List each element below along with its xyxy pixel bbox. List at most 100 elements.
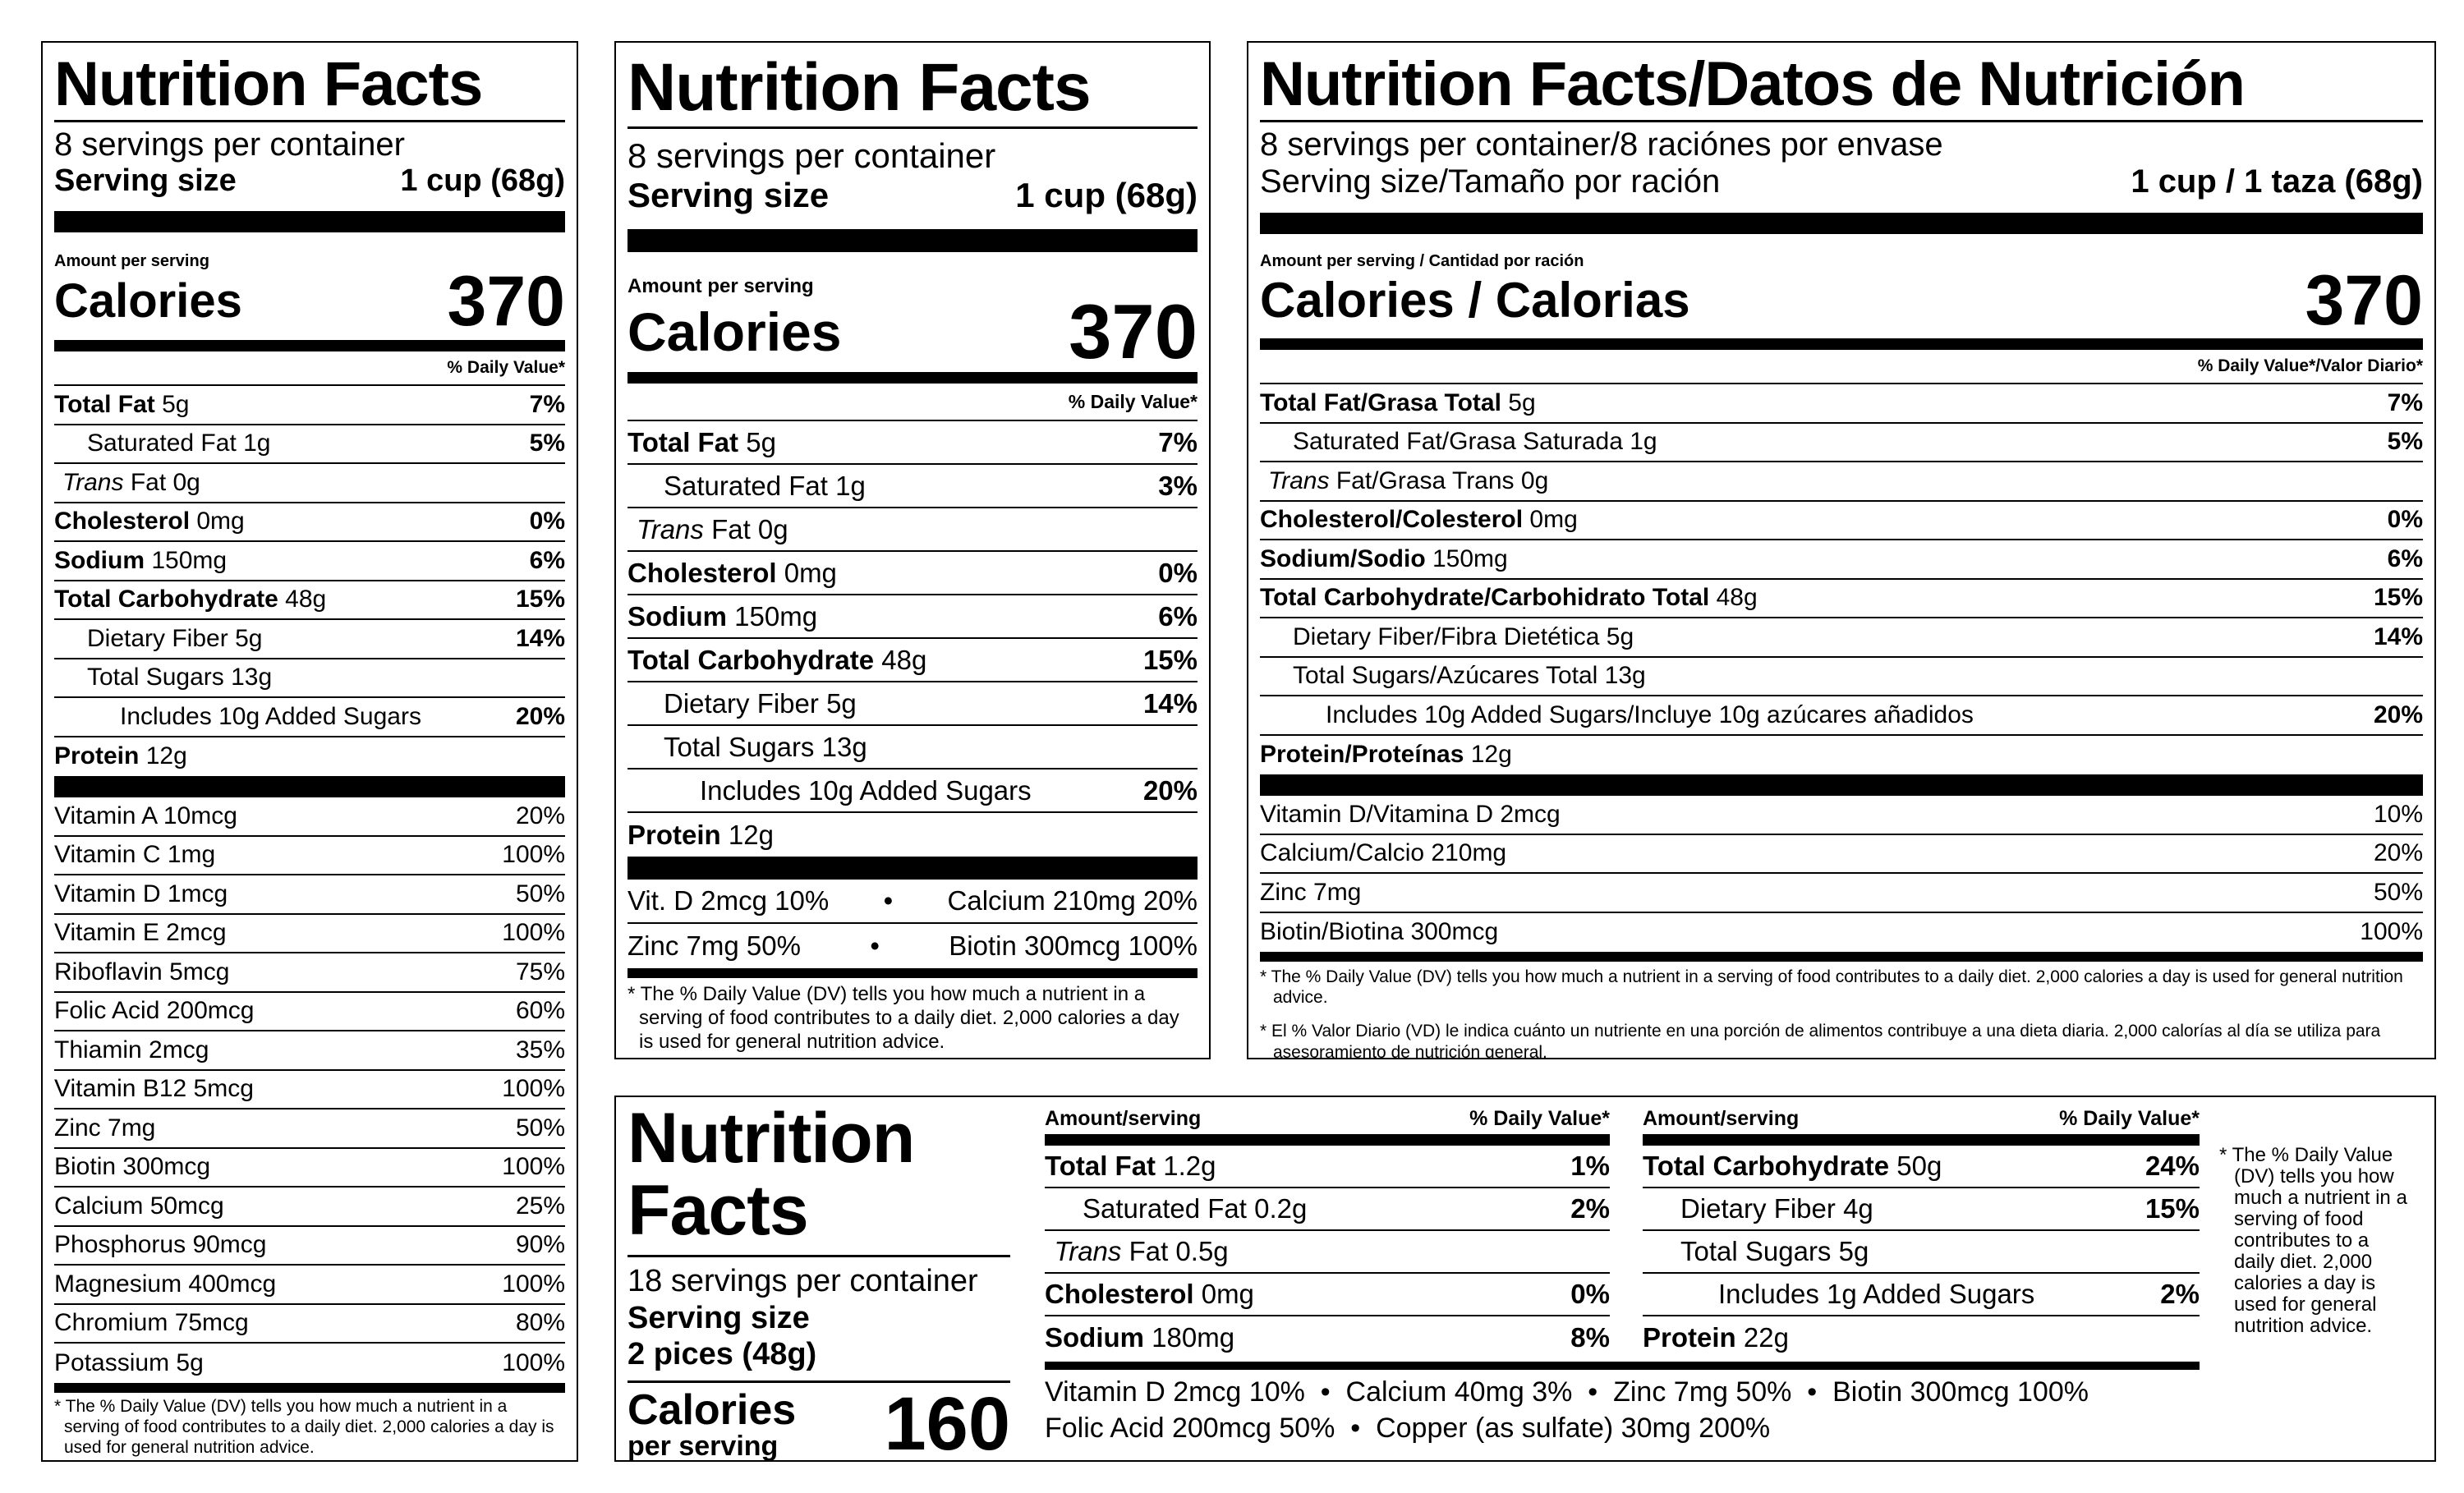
nutrient-row: Total Sugars/Azúcares Total 13g <box>1260 658 2423 696</box>
nutrient-name-group: Saturated Fat/Grasa Saturada 1g <box>1260 428 1657 456</box>
vitamin-right: Biotin 300mcg 100% <box>949 930 1198 961</box>
nutrient-row: Trans Fat 0.5g <box>1045 1231 1610 1274</box>
vitamin-dv: 20% <box>515 802 565 829</box>
nutrient-name: Total Fat/Grasa Total <box>1260 388 1501 416</box>
nutrient-amount: 22g <box>1743 1322 1789 1353</box>
col-header-dv: % Daily Value* <box>2059 1107 2200 1130</box>
vitamin-name: Chromium 75mcg <box>54 1309 249 1337</box>
nutrient-name-group: Total Sugars/Azúcares Total 13g <box>1260 662 1646 690</box>
vitamin-row: Vitamin D/Vitamina D 2mcg 10% <box>1260 796 2423 835</box>
nutrient-name: Total Carbohydrate <box>627 644 875 675</box>
nutrient-name: Cholesterol <box>54 508 191 535</box>
nutrient-name-group: Total Sugars 13g <box>54 664 272 691</box>
nutrient-amount: 5g <box>1606 622 1634 650</box>
amount-per-serving: Amount per serving / Cantidad por ración <box>1260 252 1584 270</box>
vitamin-row: Chromium 75mcg 80% <box>54 1305 565 1344</box>
nutrient-dv: 20% <box>2373 701 2423 728</box>
nutrient-row: Total Carbohydrate 50g 24% <box>1643 1146 2200 1188</box>
nutrient-name-group: Protein/Proteínas 12g <box>1260 741 1512 769</box>
vitamin-left: Vit. D 2mcg 10% <box>627 885 830 916</box>
nutrient-name: Total Carbohydrate/Carbohidrato Total <box>1260 584 1710 612</box>
nutrient-row: Saturated Fat 1g 3% <box>627 465 1198 508</box>
nutrient-dv: 3% <box>1158 470 1198 501</box>
nutrient-row: Protein 12g <box>627 813 1198 857</box>
nutrient-name-group: Total Fat 1.2g <box>1045 1151 1216 1182</box>
nutrient-dv: 15% <box>2145 1193 2200 1224</box>
nutrient-row: Saturated Fat 0.2g 2% <box>1045 1188 1610 1231</box>
bullet: • <box>883 885 894 916</box>
nutrition-label-vertical-full: Nutrition Facts 8 servings per container… <box>41 41 578 1462</box>
serving-size-value: 2 pices (48g) <box>627 1337 817 1371</box>
col-header-amount: Amount/serving <box>1045 1107 1202 1130</box>
nutrient-list: Total Fat 5g 7% Saturated Fat 1g 5% Trans Fa… <box>54 386 565 776</box>
nutrient-name-group: Cholesterol 0mg <box>1045 1279 1254 1310</box>
nutrient-name: Total Carbohydrate <box>54 586 278 613</box>
vitamin-dv: 90% <box>515 1231 565 1259</box>
nutrient-amount: 0mg <box>1529 506 1578 534</box>
nutrient-row: Includes 10g Added Sugars 20% <box>627 769 1198 813</box>
vitamin-row: Folic Acid 200mcg 60% <box>54 993 565 1031</box>
nutrient-name-group: Total Sugars 5g <box>1643 1236 1869 1267</box>
nutrient-name-group: Total Carbohydrate 50g <box>1643 1151 1942 1182</box>
nutrient-row: Trans Fat 0g <box>627 508 1198 552</box>
nutrient-row: Sodium 180mg 8% <box>1045 1316 1610 1359</box>
nutrient-amount: 5g <box>1838 1236 1869 1266</box>
servings-per-container: 8 servings per container <box>54 126 405 163</box>
nutrient-name: Dietary Fiber <box>1680 1193 1836 1224</box>
vitamin-name: Thiamin 2mcg <box>54 1036 209 1063</box>
nutrient-amount: 150mg <box>1432 544 1508 572</box>
vitamin-name: Vitamin A 10mcg <box>54 802 237 829</box>
vitamin-line-2: Folic Acid 200mcg 50% • Copper (as sulfa… <box>1045 1413 1771 1444</box>
vitamin-dv: 100% <box>502 1153 565 1181</box>
nutrient-row: Total Fat 5g 7% <box>627 421 1198 465</box>
calories-label: Calories <box>54 274 242 328</box>
nutrient-name: Cholesterol <box>1045 1279 1194 1309</box>
nutrient-amount: 48g <box>881 644 927 675</box>
bullet: • <box>870 930 880 961</box>
nutrient-name: Saturated Fat <box>87 430 237 457</box>
vitamin-dv: 100% <box>502 1075 565 1103</box>
vitamin-dv: 100% <box>2360 918 2423 946</box>
nutrient-dv: 0% <box>1158 557 1198 588</box>
vitamin-row: Phosphorus 90mcg 90% <box>54 1227 565 1266</box>
label-title: Nutrition Facts <box>627 50 1092 125</box>
nutrient-name-group: Protein 12g <box>54 742 187 770</box>
nutrient-row: Sodium/Sodio 150mg 6% <box>1260 540 2423 580</box>
nutrient-dv: 5% <box>529 430 565 457</box>
footnote: * The % Daily Value (DV) tells you how m… <box>2219 1144 2407 1337</box>
nutrient-name: Dietary Fiber <box>87 624 228 652</box>
vitamin-row: Thiamin 2mcg 35% <box>54 1031 565 1071</box>
nutrient-amount: 5g <box>746 426 776 457</box>
nutrient-row: Saturated Fat 1g 5% <box>54 425 565 464</box>
vitamin-name: Calcium/Calcio 210mg <box>1260 839 1507 867</box>
vitamin-name: Vitamin B12 5mcg <box>54 1075 254 1103</box>
nutrient-name: Includes 10g Added Sugars/Incluye 10g az… <box>1326 701 1974 728</box>
nutrient-name: Saturated Fat <box>1083 1193 1247 1224</box>
vitamin-dv: 100% <box>502 841 565 869</box>
nutrient-name-group: Protein 12g <box>627 820 774 851</box>
nutrient-name: Saturated Fat <box>664 470 828 501</box>
vitamin-row: Biotin/Biotina 300mcg 100% <box>1260 913 2423 953</box>
nutrient-name: Cholesterol <box>627 557 777 588</box>
vitamin-name: Vitamin E 2mcg <box>54 919 227 947</box>
nutrient-name: Dietary Fiber <box>664 687 819 719</box>
label-title: Nutrition Facts <box>54 49 483 119</box>
nutrient-amount: 4g <box>1843 1193 1873 1224</box>
nutrient-name-group: Trans Fat 0.5g <box>1045 1236 1229 1267</box>
nutrient-amount: 13g <box>821 731 867 762</box>
nutrient-dv: 6% <box>2387 544 2423 572</box>
nutrient-name-group: Sodium/Sodio 150mg <box>1260 545 1508 573</box>
nutrient-name: Total Fat <box>54 390 155 418</box>
vitamin-line-1: Vitamin D 2mcg 10% • Calcium 40mg 3% • Z… <box>1045 1376 2089 1408</box>
nutrient-dv: 24% <box>2145 1151 2200 1181</box>
nutrient-name-group: Cholesterol 0mg <box>627 558 837 589</box>
amount-per-serving: Amount per serving <box>627 275 814 297</box>
nutrient-dv: 7% <box>2387 388 2423 416</box>
servings-per-container: 8 servings per container/8 raciónes por … <box>1260 126 1943 163</box>
vitamin-dv: 25% <box>515 1192 565 1220</box>
vitamin-dv: 100% <box>502 1348 565 1376</box>
nutrient-amount: 13g <box>231 664 273 691</box>
nutrient-row: Protein 12g <box>54 737 565 777</box>
nutrient-name-group: Total Fat 5g <box>627 427 776 458</box>
nutrient-dv: 8% <box>1570 1322 1610 1353</box>
